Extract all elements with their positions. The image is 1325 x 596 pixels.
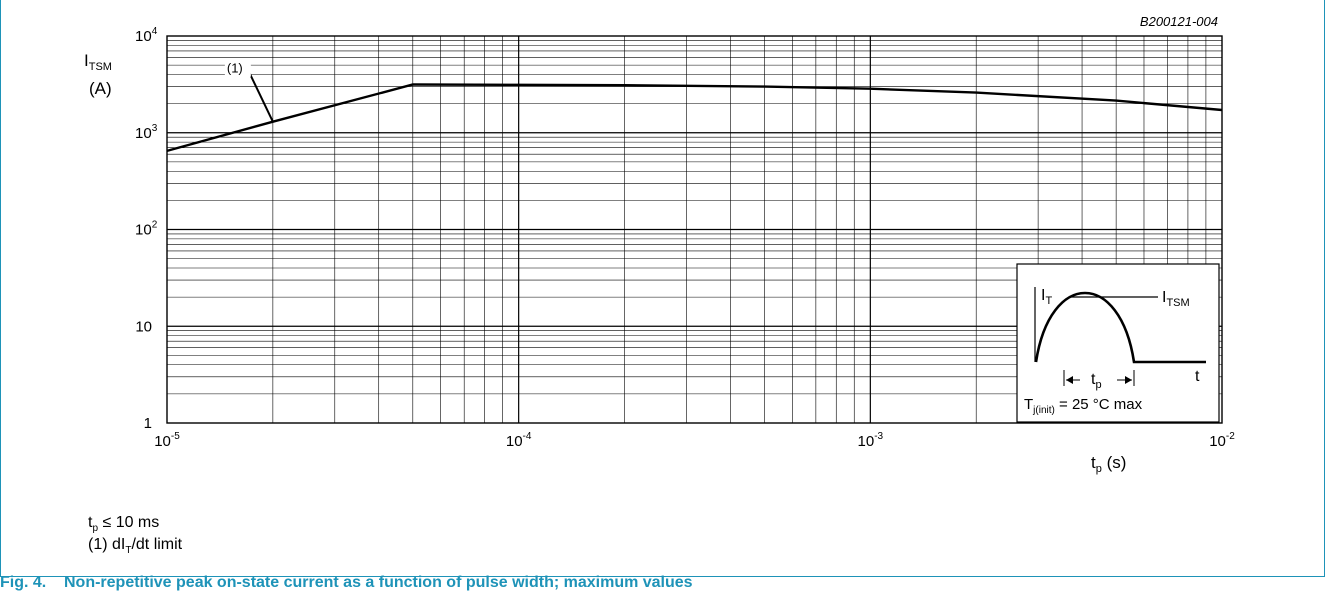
x-axis-symbol-sub: p bbox=[1096, 463, 1102, 475]
svg-text:tp: tp bbox=[1091, 371, 1102, 391]
figure-caption: Fig. 4. Non-repetitive peak on-state curr… bbox=[0, 573, 693, 593]
inset-tp-arrowhead-left bbox=[1066, 376, 1073, 384]
x-axis-title: tp (s) bbox=[1091, 453, 1126, 475]
note-pulse-width: tp ≤ 10 ms bbox=[88, 514, 159, 538]
y-axis-unit: (A) bbox=[89, 79, 112, 98]
inset-it-label: I bbox=[1041, 287, 1045, 304]
y-axis-symbol: I bbox=[84, 51, 89, 70]
series-label-leader bbox=[248, 73, 274, 123]
y-tick-label-3: 103 bbox=[135, 123, 158, 142]
x-tick-label-0: 10-5 bbox=[154, 431, 180, 450]
plot-border bbox=[166, 35, 1223, 424]
note-di-dt-limit: (1) dIT/dt limit bbox=[88, 536, 182, 560]
x-tick-label-2: 10-3 bbox=[858, 431, 884, 450]
y-tick-label-0: 1 bbox=[144, 415, 152, 432]
inset-box bbox=[1016, 263, 1220, 423]
svg-text:IT: IT bbox=[1041, 287, 1052, 307]
note-1-sub: p bbox=[92, 523, 99, 535]
x-tick-label-1: 10-4 bbox=[506, 431, 532, 450]
inset-tj-value: = 25 °C max bbox=[1055, 396, 1143, 413]
inset-t-label: t bbox=[1195, 368, 1200, 385]
y-tick-label-2: 102 bbox=[135, 220, 158, 239]
y-tick-label-1: 10 bbox=[135, 318, 152, 335]
series-label-1: (1) bbox=[224, 59, 274, 123]
figure-title: Non-repetitive peak on-state current as … bbox=[64, 574, 693, 591]
inset-it-sub: T bbox=[1045, 295, 1052, 307]
series-curve-1 bbox=[166, 83, 1223, 153]
inset-pulse-wave bbox=[1034, 291, 1206, 364]
note-1-symbol: t bbox=[88, 514, 93, 531]
note-1-text: ≤ 10 ms bbox=[98, 514, 160, 531]
x-tick-labels: 10-5 10-4 10-3 10-2 bbox=[154, 431, 1235, 450]
chart-svg: (1) 10-5 10-4 10-3 10-2 1 10 102 103 104 B20012… bbox=[84, 14, 1235, 475]
figure-number: Fig. 4. bbox=[0, 574, 47, 591]
x-tick-label-3: 10-2 bbox=[1209, 431, 1235, 450]
inset-tp-arrowhead-right bbox=[1125, 376, 1132, 384]
chart-code: B200121-004 bbox=[1140, 14, 1218, 29]
x-axis-unit: (s) bbox=[1102, 453, 1127, 472]
svg-text:ITSM: ITSM bbox=[1162, 289, 1190, 309]
note-2-sub: T bbox=[125, 545, 132, 557]
y-axis-symbol-sub: TSM bbox=[89, 61, 112, 73]
svg-text:tp (s): tp (s) bbox=[1091, 453, 1126, 475]
inset-itsm-label: I bbox=[1162, 289, 1166, 306]
inset-tp-label: t bbox=[1091, 371, 1096, 388]
inset-itsm-sub: TSM bbox=[1166, 297, 1189, 309]
pulse-inset: IT ITSM t tp Tj(init) = 25 °C max bbox=[1016, 263, 1220, 423]
y-axis-title: ITSM (A) bbox=[84, 51, 112, 98]
x-axis-symbol: t bbox=[1091, 453, 1096, 472]
note-2-text-b: /dt limit bbox=[131, 536, 183, 553]
svg-text:Tj(init) = 25 °C max: Tj(init) = 25 °C max bbox=[1024, 396, 1143, 416]
y-tick-label-4: 104 bbox=[135, 26, 158, 45]
inset-tj-label: T bbox=[1024, 396, 1033, 413]
inset-tp-sub: p bbox=[1095, 379, 1101, 391]
series-label-bg bbox=[224, 59, 251, 77]
svg-text:ITSM: ITSM bbox=[84, 51, 112, 73]
y-tick-labels: 1 10 102 103 104 bbox=[135, 26, 158, 432]
series-label-text: (1) bbox=[227, 61, 243, 76]
inset-tj-sub: j(init) bbox=[1032, 405, 1055, 416]
note-2-text-a: (1) dI bbox=[88, 536, 126, 553]
